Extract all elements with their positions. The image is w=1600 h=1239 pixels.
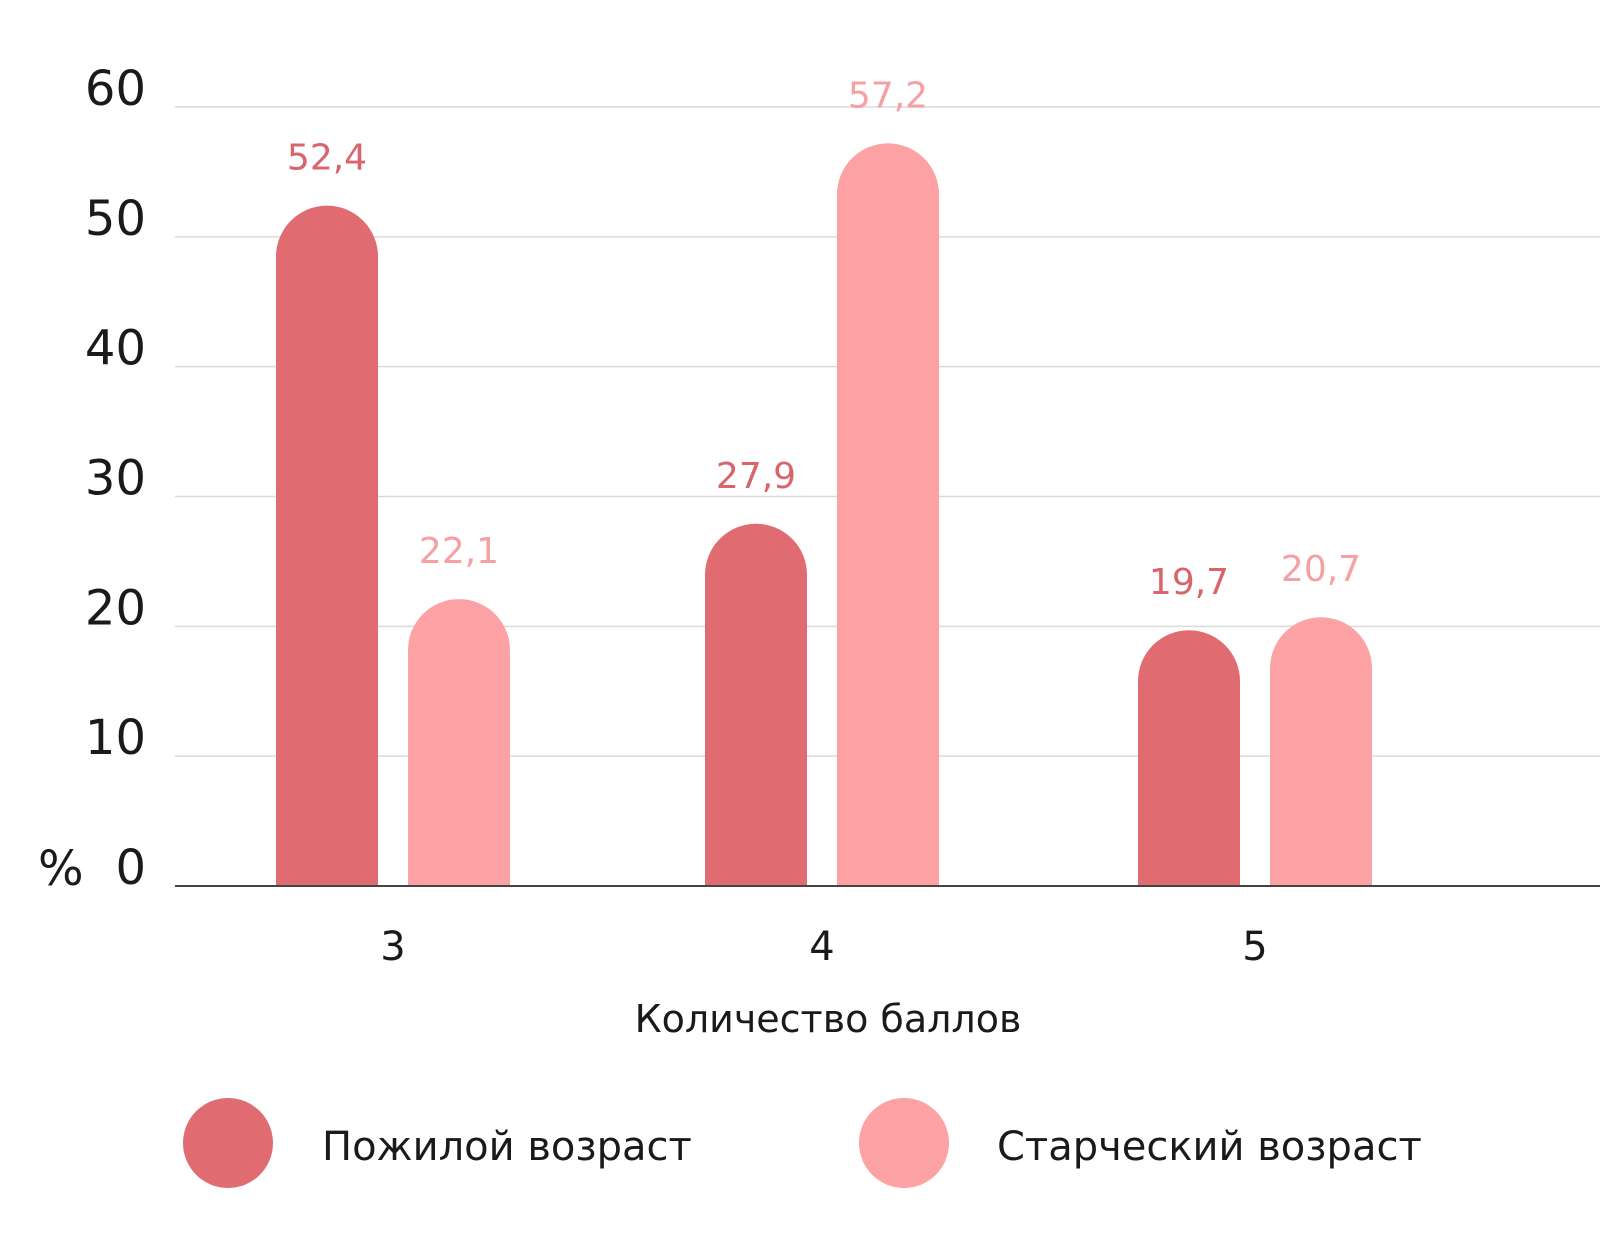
x-tick-label: 3 (380, 924, 405, 970)
y-axis-unit-label: % (38, 841, 84, 897)
x-tick-label: 5 (1242, 924, 1267, 970)
bar-senile-4 (837, 143, 939, 887)
data-label: 52,4 (287, 138, 367, 179)
y-tick-label: 20 (85, 580, 146, 636)
bar-senile-3 (408, 599, 510, 886)
legend-label: Старческий возраст (997, 1124, 1422, 1170)
y-tick-label: 50 (85, 191, 146, 247)
legend-swatch (859, 1098, 949, 1188)
bar-elderly-3 (276, 205, 378, 886)
x-axis-title: Количество баллов (635, 997, 1022, 1041)
legend-swatch (183, 1098, 273, 1188)
bar-senile-5 (1270, 617, 1372, 886)
x-tick-label: 4 (809, 924, 834, 970)
bars (276, 143, 1372, 887)
bar-elderly-5 (1138, 630, 1240, 886)
data-label: 27,9 (716, 456, 796, 497)
legend-label: Пожилой возраст (322, 1124, 692, 1170)
bar-elderly-4 (705, 523, 807, 886)
y-tick-label: 0 (115, 840, 146, 896)
data-label: 20,7 (1281, 549, 1361, 590)
data-labels: 52,4 22,1 27,9 57,2 19,7 20,7 (287, 75, 1361, 603)
y-tick-label: 40 (85, 321, 146, 377)
x-axis-tick-labels: 3 4 5 (380, 924, 1267, 970)
y-axis-tick-labels: 0 10 20 30 40 50 60 (85, 61, 146, 896)
y-tick-label: 10 (85, 710, 146, 766)
data-label: 19,7 (1149, 562, 1229, 603)
data-label: 22,1 (419, 531, 499, 572)
data-label: 57,2 (848, 75, 928, 116)
y-tick-label: 30 (85, 451, 146, 507)
legend: Пожилой возраст Старческий возраст (183, 1098, 1422, 1188)
y-tick-label: 60 (85, 61, 146, 117)
